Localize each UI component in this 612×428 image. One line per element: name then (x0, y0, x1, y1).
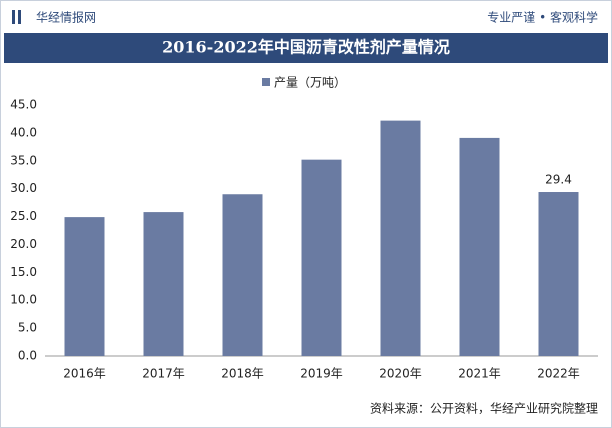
title-bar (4, 33, 608, 63)
y-tick-label: 0.0 (18, 349, 37, 363)
y-tick-label: 25.0 (10, 209, 37, 223)
legend-swatch (262, 78, 270, 86)
value-label: 29.4 (545, 173, 572, 187)
y-tick-label: 30.0 (10, 181, 37, 195)
source: 资料来源：公开资料，华经产业研究院整理 (370, 401, 598, 416)
x-tick-label: 2020年 (379, 367, 422, 381)
x-tick-label: 2016年 (63, 367, 106, 381)
x-tick-label: 2022年 (537, 367, 580, 381)
legend-label: 产量（万吨） (274, 76, 346, 90)
x-tick-label: 2019年 (300, 367, 343, 381)
bar (538, 192, 579, 356)
y-tick-label: 15.0 (10, 265, 37, 279)
slogan: 专业严谨 • 客观科学 (487, 10, 598, 25)
x-tick-label: 2017年 (142, 367, 185, 381)
y-tick-label: 10.0 (10, 293, 37, 307)
brand: 华经情报网 (36, 10, 96, 25)
chart-title: 2016-2022年中国沥青改性剂产量情况 (162, 38, 450, 57)
bar (380, 120, 421, 357)
y-tick-label: 20.0 (10, 237, 37, 251)
bar (143, 212, 184, 356)
y-tick-label: 35.0 (10, 153, 37, 167)
y-tick-label: 5.0 (18, 321, 37, 335)
bar (459, 137, 500, 356)
bar (301, 159, 342, 356)
y-tick-label: 40.0 (10, 125, 37, 139)
bar (222, 194, 263, 356)
logo-mark (18, 10, 21, 24)
logo-mark (12, 10, 15, 24)
y-tick-label: 45.0 (10, 98, 37, 112)
x-tick-label: 2018年 (221, 367, 264, 381)
bar (64, 217, 105, 356)
x-tick-label: 2021年 (458, 367, 501, 381)
